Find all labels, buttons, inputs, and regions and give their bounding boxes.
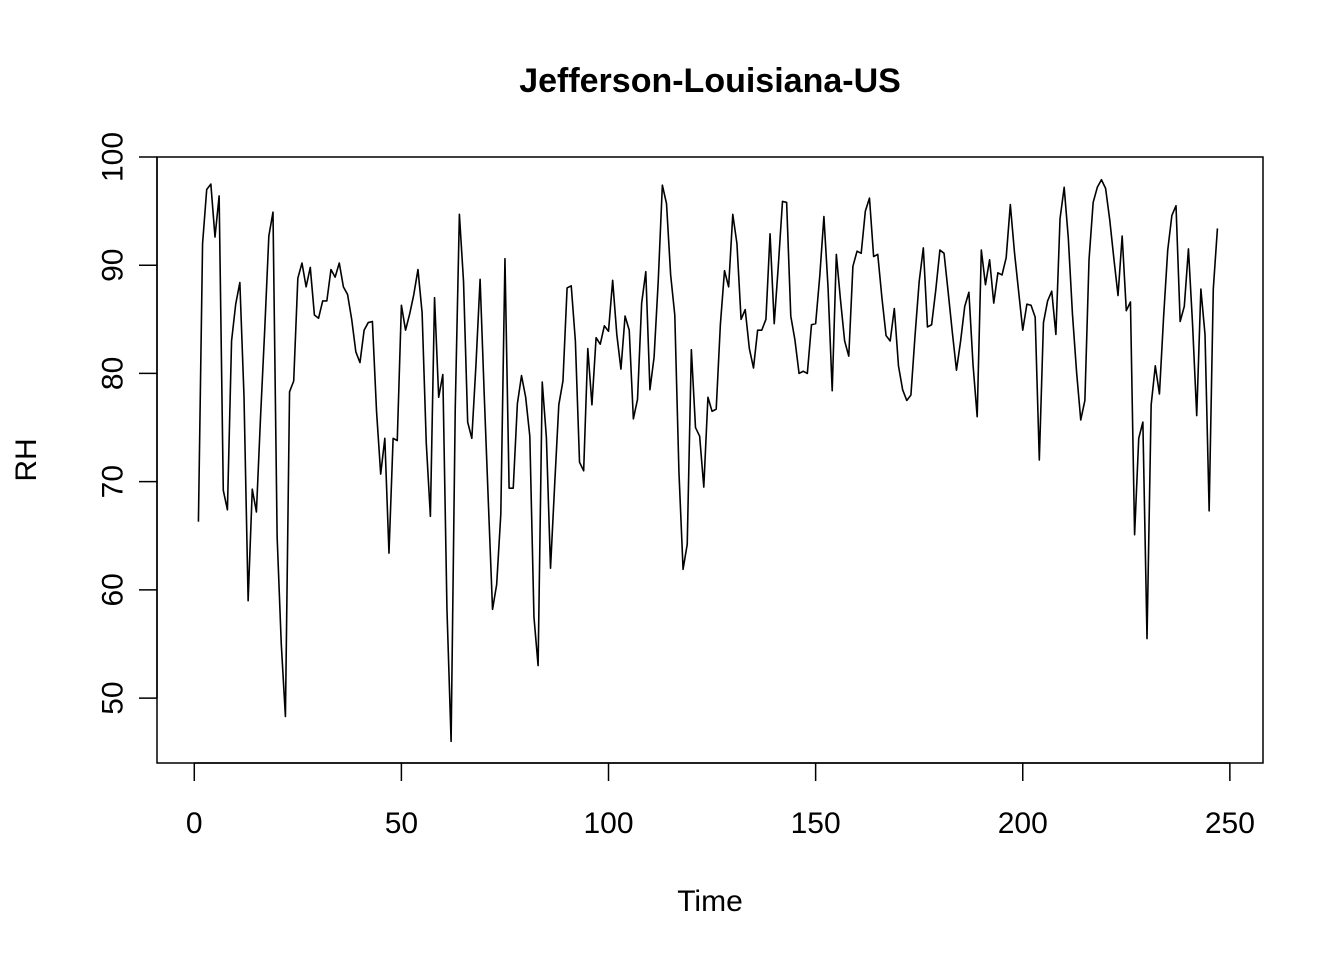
x-axis-label: Time [677, 885, 743, 918]
y-tick-label: 70 [97, 465, 130, 498]
y-axis: 50 60 70 80 90 100 [97, 132, 158, 715]
plot-frame [156, 156, 1264, 764]
x-tick-label: 100 [583, 807, 633, 840]
y-tick-label: 50 [97, 681, 130, 714]
chart-title: Jefferson-Louisiana-US [519, 62, 901, 100]
x-tick-label: 150 [791, 807, 841, 840]
y-tick-label: 90 [97, 249, 130, 282]
y-tick-label: 100 [97, 132, 130, 182]
x-tick-label: 250 [1205, 807, 1255, 840]
y-tick-label: 80 [97, 357, 130, 390]
series-line [197, 178, 1219, 743]
series-layer [197, 178, 1219, 743]
y-axis-label: RH [10, 438, 43, 481]
x-axis: 0 50 100 150 200 250 [186, 762, 1255, 840]
x-tick-label: 200 [998, 807, 1048, 840]
y-tick-label: 60 [97, 573, 130, 606]
x-tick-label: 50 [385, 807, 418, 840]
x-tick-label: 0 [186, 807, 203, 840]
